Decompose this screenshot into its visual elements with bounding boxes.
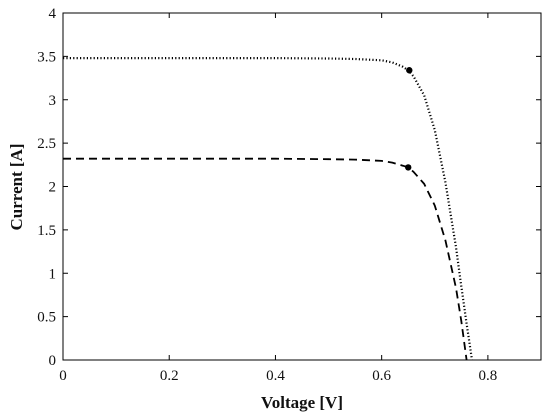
dashed-series-line: [63, 157, 468, 361]
mpp-marker: [406, 67, 413, 74]
y-tick-label: 0.5: [37, 310, 56, 326]
y-tick-label: 1.5: [37, 223, 56, 239]
y-tick-label: 2.5: [37, 136, 56, 152]
ticks-layer: 0 0.2 0.4 0.6 0.8 0 0.5 1 1.5 2 2.5 3 3.5 4: [37, 6, 541, 384]
dotted-series-line: [63, 56, 474, 361]
y-axis-title: Current [A]: [7, 143, 26, 230]
series-layer: [63, 56, 474, 361]
x-tick-label: 0.6: [372, 368, 391, 384]
mpp-marker: [405, 164, 412, 171]
y-tick-label: 1: [49, 266, 57, 282]
x-tick-label: 0.4: [266, 368, 285, 384]
x-axis-title: Voltage [V]: [261, 393, 343, 412]
y-tick-label: 3: [49, 93, 57, 109]
x-tick-label: 0.2: [160, 368, 179, 384]
x-tick-label: 0: [59, 368, 67, 384]
y-tick-label: 3.5: [37, 49, 56, 65]
y-tick-label: 4: [49, 6, 57, 22]
y-tick-label: 0: [49, 353, 57, 369]
x-tick-label: 0.8: [479, 368, 498, 384]
plot-frame: [62, 12, 542, 361]
y-tick-label: 2: [49, 180, 57, 196]
